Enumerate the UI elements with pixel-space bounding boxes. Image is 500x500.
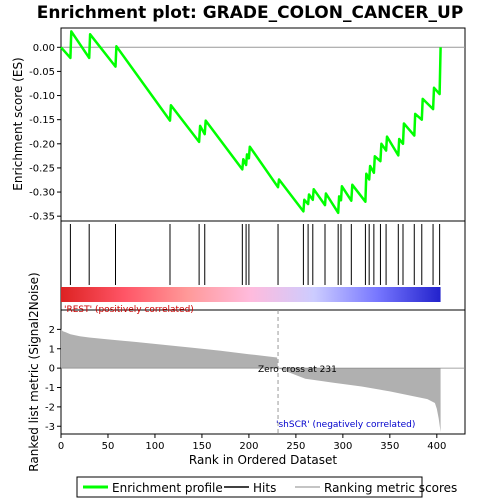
positive-label: 'REST' (positively correlated): [64, 305, 194, 315]
es-ytick-label: -0.25: [29, 163, 55, 174]
enrichment-profile-line: [60, 30, 442, 215]
rank-colorbar: [61, 287, 441, 302]
xtick-label: 250: [286, 441, 305, 452]
legend-label-hits: Hits: [253, 481, 276, 495]
es-ytick-label: -0.20: [29, 139, 55, 150]
es-ytick-label: -0.15: [29, 115, 55, 126]
xtick-label: 50: [102, 441, 115, 452]
es-y-axis-label: Enrichment score (ES): [11, 57, 25, 190]
metric-ytick-label: -1: [45, 383, 55, 394]
es-y-ticks: 0.00 -0.05 -0.10 -0.15 -0.20 -0.25 -0.30 -0.35: [29, 43, 61, 223]
es-ytick-label: -0.35: [29, 212, 55, 223]
ranking-metric-area: [61, 329, 441, 433]
xtick-label: 350: [380, 441, 399, 452]
zero-cross-label: Zero cross at 231: [258, 365, 337, 375]
ranking-metric-series: [61, 310, 465, 434]
legend-label-enrichment: Enrichment profile: [112, 481, 223, 495]
chart-title: Enrichment plot: GRADE_COLON_CANCER_UP: [37, 3, 464, 23]
hits-series: [69, 224, 441, 285]
es-ytick-label: -0.30: [29, 188, 55, 199]
es-panel-frame: [60, 27, 466, 222]
negative-label: 'shSCR' (negatively correlated): [276, 420, 415, 430]
x-ticks: 0 50 100 150 200 250 300 350 400: [58, 434, 446, 452]
metric-ytick-label: 1: [49, 344, 55, 355]
xtick-label: 300: [333, 441, 352, 452]
metric-ytick-label: 2: [49, 325, 55, 336]
es-ytick-label: 0.00: [33, 43, 55, 54]
xtick-label: 100: [145, 441, 164, 452]
metric-ytick-label: 0: [49, 364, 55, 375]
metric-y-ticks: 2 1 0 -1 -2 -3: [45, 325, 61, 433]
es-ytick-label: -0.10: [29, 91, 55, 102]
xtick-label: 200: [239, 441, 258, 452]
enrichment-profile-series: [60, 30, 442, 215]
metric-y-axis-label: Ranked list metric (Signal2Noise): [27, 272, 41, 471]
colorbar-rect: [61, 287, 441, 302]
legend-frame: [76, 476, 423, 498]
metric-ytick-label: -3: [45, 422, 55, 433]
xtick-label: 150: [192, 441, 211, 452]
legend: Enrichment profile Hits Ranking metric s…: [76, 476, 457, 498]
es-ytick-label: -0.05: [29, 67, 55, 78]
xtick-label: 0: [58, 441, 64, 452]
metric-ytick-label: -2: [45, 402, 55, 413]
legend-label-metric: Ranking metric scores: [324, 481, 457, 495]
x-axis-label: Rank in Ordered Dataset: [189, 453, 337, 467]
xtick-label: 400: [427, 441, 446, 452]
